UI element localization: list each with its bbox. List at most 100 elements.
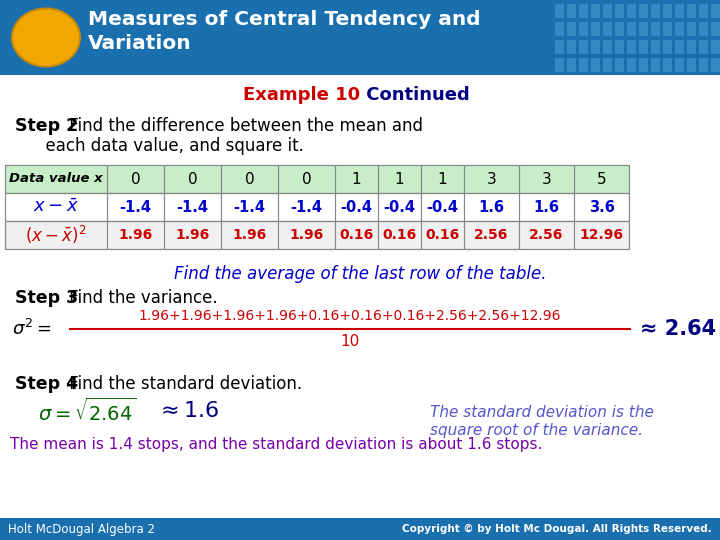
Text: 1: 1 — [438, 172, 447, 186]
Text: -1.4: -1.4 — [233, 199, 266, 214]
Bar — [603, 58, 612, 72]
Text: 1.96: 1.96 — [176, 228, 210, 242]
Text: 2.56: 2.56 — [474, 228, 509, 242]
Bar — [107, 165, 164, 193]
Bar — [651, 4, 660, 18]
Bar — [711, 4, 720, 18]
Text: square root of the variance.: square root of the variance. — [430, 423, 643, 438]
Text: $x - \bar{x}$: $x - \bar{x}$ — [33, 198, 79, 216]
Bar — [663, 4, 672, 18]
Bar — [579, 4, 588, 18]
Bar — [699, 58, 708, 72]
Bar — [555, 22, 564, 36]
Bar — [378, 221, 421, 249]
Text: The standard deviation is the: The standard deviation is the — [430, 405, 654, 420]
Bar — [555, 4, 564, 18]
Bar — [651, 58, 660, 72]
Bar — [555, 40, 564, 54]
Bar — [278, 165, 335, 193]
Bar — [615, 4, 624, 18]
Bar — [221, 221, 278, 249]
Bar — [687, 22, 696, 36]
Bar — [639, 58, 648, 72]
Bar — [579, 58, 588, 72]
Bar — [627, 4, 636, 18]
Text: Step 3: Step 3 — [15, 289, 78, 307]
Bar — [107, 221, 164, 249]
Text: -0.4: -0.4 — [426, 199, 459, 214]
Text: 0.16: 0.16 — [339, 228, 374, 242]
Bar — [615, 22, 624, 36]
Text: 3: 3 — [487, 172, 496, 186]
Bar — [574, 221, 629, 249]
Bar — [591, 22, 600, 36]
Text: Find the standard deviation.: Find the standard deviation. — [64, 375, 302, 393]
Bar — [675, 4, 684, 18]
Text: $\sigma = \sqrt{2.64}$: $\sigma = \sqrt{2.64}$ — [38, 397, 136, 424]
Bar — [5, 193, 629, 221]
Text: Variation: Variation — [88, 34, 192, 53]
Bar — [639, 4, 648, 18]
Text: $\sigma^2 =$: $\sigma^2 =$ — [12, 319, 51, 339]
Text: Find the variance.: Find the variance. — [64, 289, 217, 307]
Bar — [567, 4, 576, 18]
Bar — [378, 193, 421, 221]
Bar — [5, 193, 107, 221]
Text: 1.96: 1.96 — [233, 228, 266, 242]
Text: 10: 10 — [341, 334, 359, 349]
Bar — [579, 40, 588, 54]
Text: 1.96: 1.96 — [118, 228, 153, 242]
Bar — [278, 221, 335, 249]
Bar — [639, 40, 648, 54]
Bar — [0, 75, 720, 540]
Bar — [663, 58, 672, 72]
Bar — [687, 58, 696, 72]
Text: -0.4: -0.4 — [384, 199, 415, 214]
Bar — [687, 40, 696, 54]
Bar — [603, 40, 612, 54]
Bar — [221, 165, 278, 193]
Text: ≈ 2.64: ≈ 2.64 — [640, 319, 716, 339]
Bar — [164, 221, 221, 249]
Bar — [651, 22, 660, 36]
Text: 2.56: 2.56 — [529, 228, 564, 242]
Bar — [567, 40, 576, 54]
Bar — [5, 221, 629, 249]
Text: 1.6: 1.6 — [479, 199, 505, 214]
Bar — [519, 165, 574, 193]
Text: -1.4: -1.4 — [290, 199, 323, 214]
Text: each data value, and square it.: each data value, and square it. — [35, 137, 304, 155]
Bar — [615, 58, 624, 72]
Text: Data value x: Data value x — [9, 172, 103, 186]
Bar — [574, 193, 629, 221]
Text: 0: 0 — [302, 172, 311, 186]
Bar — [0, 0, 720, 75]
Bar — [574, 165, 629, 193]
Bar — [591, 4, 600, 18]
Bar — [711, 40, 720, 54]
Bar — [335, 193, 378, 221]
Bar — [5, 165, 629, 193]
Text: 0: 0 — [188, 172, 197, 186]
Bar — [711, 58, 720, 72]
Text: Example 10: Example 10 — [243, 86, 360, 104]
Bar — [378, 165, 421, 193]
Bar — [567, 22, 576, 36]
Text: $(x - \bar{x})^2$: $(x - \bar{x})^2$ — [25, 224, 86, 246]
Text: Step 2: Step 2 — [15, 117, 78, 135]
Bar — [464, 193, 519, 221]
Bar — [699, 22, 708, 36]
Bar — [164, 193, 221, 221]
Text: Copyright © by Holt Mc Dougal. All Rights Reserved.: Copyright © by Holt Mc Dougal. All Right… — [402, 524, 712, 534]
Bar — [663, 40, 672, 54]
Text: 0: 0 — [245, 172, 254, 186]
Bar — [567, 58, 576, 72]
Text: -0.4: -0.4 — [341, 199, 372, 214]
Bar — [555, 58, 564, 72]
Text: $\approx 1.6$: $\approx 1.6$ — [156, 401, 220, 421]
Bar — [615, 40, 624, 54]
Bar — [627, 40, 636, 54]
Bar — [639, 22, 648, 36]
Bar — [651, 40, 660, 54]
Text: -1.4: -1.4 — [176, 199, 209, 214]
